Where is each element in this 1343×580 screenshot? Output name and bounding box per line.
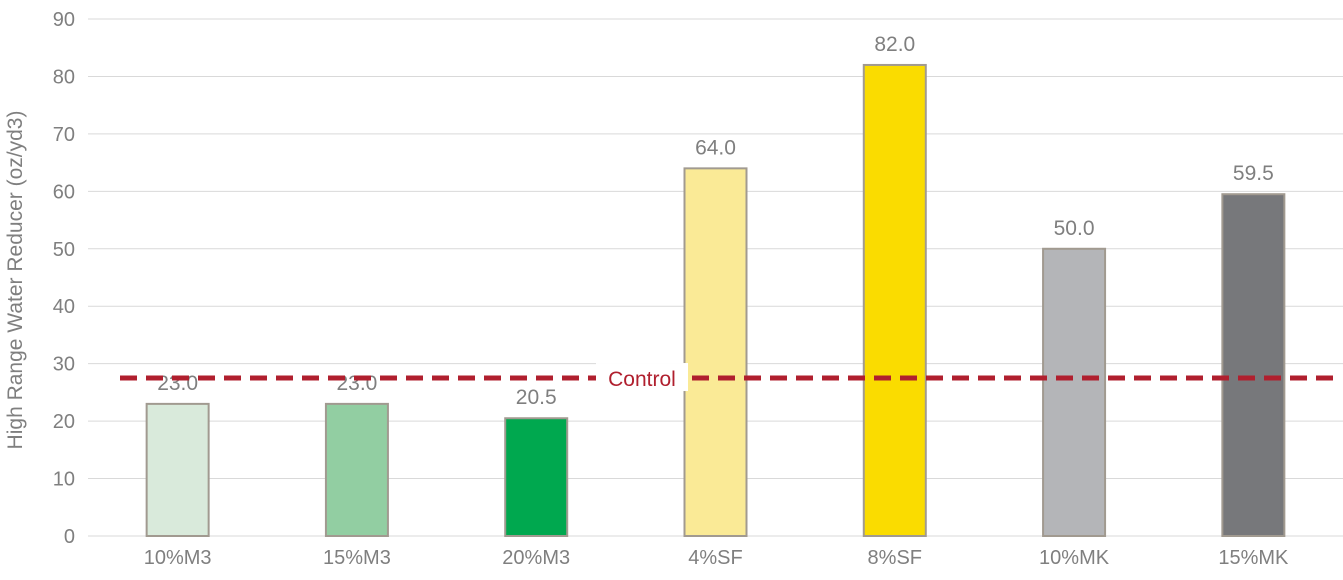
control-reference: Control	[120, 363, 1335, 392]
y-tick-label: 90	[53, 9, 75, 31]
data-label: 59.5	[1233, 162, 1274, 185]
y-axis-title: High Range Water Reducer (oz/yd3)	[4, 111, 27, 450]
x-tick-label: 10%M3	[144, 547, 212, 569]
y-tick-label: 70	[53, 124, 75, 146]
data-label: 50.0	[1054, 217, 1095, 240]
y-tick-label: 80	[53, 66, 75, 88]
x-tick-label: 20%M3	[502, 547, 570, 569]
y-tick-label: 10	[53, 469, 75, 491]
bars	[145, 63, 1286, 537]
bar	[145, 402, 210, 537]
control-label-background	[596, 363, 688, 392]
y-tick-label: 50	[53, 239, 75, 261]
y-tick-label: 0	[64, 526, 75, 548]
x-tick-label: 15%MK	[1218, 547, 1289, 569]
data-label: 64.0	[695, 136, 736, 159]
x-tick-label: 8%SF	[868, 547, 922, 569]
y-tick-label: 30	[53, 354, 75, 376]
y-axis-ticks: 0 10 20 30 40 50 60 70 80 90	[53, 9, 75, 548]
x-tick-label: 10%MK	[1039, 547, 1110, 569]
bar	[862, 63, 927, 537]
control-label: Control	[608, 368, 676, 391]
bar	[504, 417, 569, 537]
y-tick-label: 20	[53, 411, 75, 433]
data-label: 23.0	[336, 372, 377, 395]
data-label: 20.5	[516, 386, 557, 409]
bar	[1042, 247, 1107, 537]
data-label: 23.0	[157, 372, 198, 395]
bar	[1221, 193, 1286, 537]
y-tick-label: 60	[53, 181, 75, 203]
x-tick-label: 4%SF	[688, 547, 742, 569]
category-labels: 10%M3 15%M3 20%M3 4%SF 8%SF 10%MK 15%MK	[144, 547, 1289, 569]
data-label: 82.0	[874, 33, 915, 56]
bar	[324, 402, 389, 537]
x-tick-label: 15%M3	[323, 547, 391, 569]
y-tick-label: 40	[53, 296, 75, 318]
bar	[683, 167, 748, 537]
